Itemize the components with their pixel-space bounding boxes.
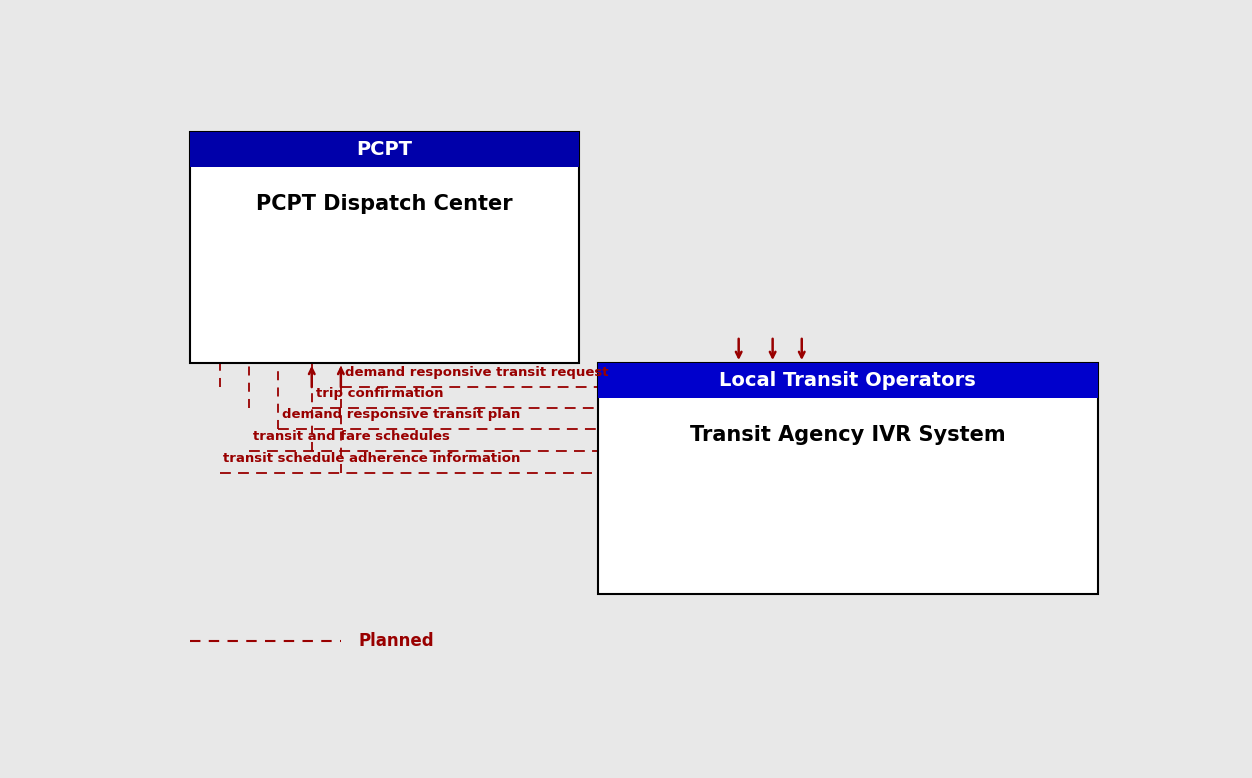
Text: Transit Agency IVR System: Transit Agency IVR System bbox=[690, 425, 1005, 445]
Text: PCPT Dispatch Center: PCPT Dispatch Center bbox=[257, 194, 513, 214]
Bar bbox=[190, 132, 578, 167]
Bar bbox=[598, 363, 1098, 398]
Text: Planned: Planned bbox=[358, 633, 434, 650]
Text: Local Transit Operators: Local Transit Operators bbox=[720, 371, 977, 390]
Bar bbox=[190, 132, 578, 363]
Bar bbox=[598, 363, 1098, 594]
Text: trip confirmation: trip confirmation bbox=[316, 387, 443, 400]
Text: PCPT: PCPT bbox=[357, 140, 412, 159]
Text: transit schedule adherence information: transit schedule adherence information bbox=[223, 452, 521, 465]
Text: demand responsive transit plan: demand responsive transit plan bbox=[282, 408, 520, 421]
Text: demand responsive transit request: demand responsive transit request bbox=[344, 366, 608, 379]
Text: transit and fare schedules: transit and fare schedules bbox=[253, 430, 449, 443]
